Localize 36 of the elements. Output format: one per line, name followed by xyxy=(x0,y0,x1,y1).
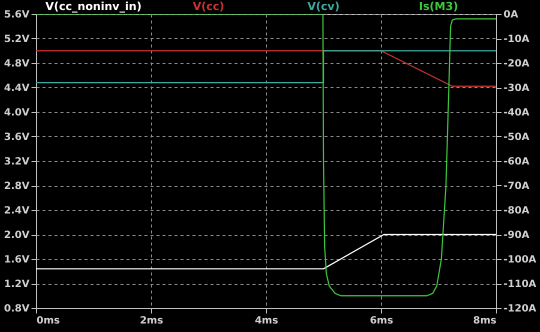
y2-tick-label: -30A xyxy=(504,83,530,94)
text: V(cc_noninv_in) xyxy=(45,0,142,13)
y-tick-label: 3.2V xyxy=(4,156,30,168)
y2-tick-label: -40A xyxy=(504,108,530,118)
y2-tick-label: -50A xyxy=(504,132,530,143)
text: V(cc) xyxy=(192,0,224,13)
y-tick-label: 3.6V xyxy=(4,132,30,143)
y-tick-label: 0.8V xyxy=(4,304,30,314)
series-label: Is(M3) xyxy=(418,0,458,13)
line-series xyxy=(36,14,496,296)
y-tick-label: 2.4V xyxy=(4,206,30,216)
text: V(cv) xyxy=(307,0,340,13)
y-tick-label: 4.8V xyxy=(4,58,30,70)
y-tick-label: 4.4V xyxy=(4,83,30,94)
y2-tick-label: -20A xyxy=(504,58,530,70)
y-tick-label: 2.0V xyxy=(4,230,30,241)
y-tick-label: 5.2V xyxy=(4,34,30,45)
y-tick-label: 5.6V xyxy=(4,10,30,20)
x-tick-label: 4ms xyxy=(254,316,278,326)
y2-tick-label: -100A xyxy=(504,254,537,266)
y2-tick-label: -80A xyxy=(504,206,530,216)
x-tick-label: 8ms xyxy=(473,316,497,326)
y-tick-label: 2.8V xyxy=(4,181,30,192)
y-tick-label: 4.0V xyxy=(4,108,30,118)
x-tick-label: 2ms xyxy=(140,316,164,326)
y2-tick-label: -70A xyxy=(504,181,530,192)
y2-tick-label: -110A xyxy=(504,279,537,290)
y2-tick-label: -120A xyxy=(504,304,537,314)
x-tick-label: 0ms xyxy=(36,316,60,326)
y2-tick-label: -90A xyxy=(504,230,530,241)
x-tick-label: 6ms xyxy=(370,316,394,326)
y2-tick-label: 0A xyxy=(504,10,518,20)
y-tick-label: 1.2V xyxy=(4,279,30,290)
y-tick-label: 1.6V xyxy=(4,254,30,266)
y2-tick-label: -10A xyxy=(504,34,530,45)
y2-tick-label: -60A xyxy=(504,156,530,168)
